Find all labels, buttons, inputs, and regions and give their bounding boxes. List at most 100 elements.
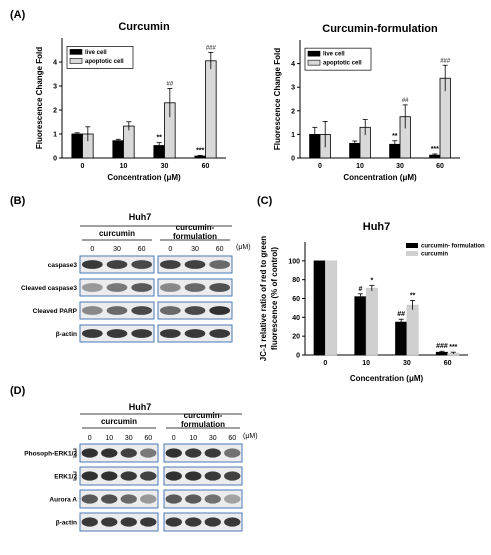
significance-mark: *** [449, 344, 457, 351]
blot-band [165, 471, 182, 481]
x-axis-label: Concentration (μM) [343, 173, 417, 182]
y-tick-label: 0 [291, 156, 295, 163]
concentration-label: 30 [113, 246, 121, 253]
concentration-label: 0 [168, 246, 172, 253]
x-tick-label: 30 [403, 360, 411, 367]
group-label: curcumin [99, 229, 135, 238]
blot-row-label: Cleaved caspase3 [21, 285, 77, 292]
x-axis-label: Concentration (μM) [350, 374, 424, 383]
concentration-label: 10 [189, 435, 197, 442]
blot-band [81, 494, 98, 504]
blot-band [101, 517, 118, 527]
bar [395, 321, 408, 356]
blot-band [101, 448, 118, 458]
chart-title: Curcumin-formulation [322, 23, 438, 35]
panel-a-label: (A) [10, 9, 26, 21]
legend-swatch [307, 59, 321, 66]
blot-band [209, 306, 231, 315]
bar [354, 296, 367, 356]
blot-band [159, 329, 181, 338]
blot-band [106, 329, 128, 338]
panel-b-label: (B) [10, 195, 26, 207]
blot-band [184, 283, 206, 292]
blot-band [204, 494, 221, 504]
legend-swatch [307, 50, 321, 57]
significance-mark: ** [392, 133, 398, 140]
bar [112, 140, 124, 159]
y-axis-label: fluorescence (% of control) [270, 247, 279, 350]
y-tick-label: 40 [292, 315, 300, 322]
bracket-marker [73, 471, 77, 481]
bar [123, 125, 135, 159]
blot-strip [79, 512, 159, 532]
panel-c-label: (C) [257, 195, 273, 207]
blot-row-label: caspase3 [48, 262, 78, 269]
concentration-label: 60 [138, 246, 146, 253]
blot-band [204, 448, 221, 458]
group-label: formulation [181, 420, 225, 429]
legend-swatch [69, 49, 83, 55]
chart-title: Huh7 [363, 221, 391, 233]
blot-band [165, 448, 182, 458]
blot-band [185, 471, 202, 481]
blot-band [165, 494, 182, 504]
blot-band [140, 471, 157, 481]
blot-row-label: β-actin [56, 520, 77, 527]
blot-band [81, 329, 103, 338]
bracket-marker [73, 448, 77, 458]
x-axis-label: Concentration (μM) [107, 173, 181, 182]
blot-band [224, 494, 241, 504]
x-tick-label: 0 [81, 163, 85, 170]
legend-label: live cell [85, 50, 107, 56]
x-tick-label: 30 [396, 163, 404, 170]
y-tick-label: 4 [291, 61, 295, 68]
western-blot-d: Huh7 curcumin 0 10 30 60 curcumin-formulation 0… [24, 402, 258, 532]
y-tick-label: 4 [53, 60, 57, 67]
significance-mark: ** [156, 135, 162, 142]
unit-label: (μM) [243, 433, 258, 440]
blot-band [131, 260, 153, 269]
blot-band [120, 448, 137, 458]
legend-label: curcumin- formulation [421, 244, 485, 250]
y-tick-label: 20 [292, 334, 300, 341]
concentration-label: 0 [90, 246, 94, 253]
x-tick-label: 60 [436, 163, 444, 170]
blot-band [165, 517, 182, 527]
blot-band [81, 306, 103, 315]
blot-band [140, 517, 157, 527]
concentration-label: 30 [125, 435, 133, 442]
blot-band [224, 471, 241, 481]
blot-band [120, 471, 137, 481]
bar [205, 60, 217, 159]
blot-band [81, 260, 103, 269]
x-tick-label: 0 [323, 360, 327, 367]
panel-d-label: (D) [10, 385, 26, 397]
blot-band [185, 494, 202, 504]
blot-band [131, 306, 153, 315]
concentration-label: 10 [105, 435, 113, 442]
concentration-label: 0 [172, 435, 176, 442]
cell-line-label: Huh7 [129, 212, 152, 222]
x-tick-label: 0 [318, 163, 322, 170]
blot-band [106, 306, 128, 315]
significance-mark: *** [196, 147, 204, 154]
blot-band [184, 260, 206, 269]
y-tick-label: 60 [292, 296, 300, 303]
blot-band [224, 517, 241, 527]
y-tick-label: 3 [53, 84, 57, 91]
legend-swatch [69, 58, 83, 64]
significance-mark: *** [431, 146, 439, 153]
significance-mark: ## [166, 81, 173, 87]
bar [406, 304, 419, 356]
blot-band [204, 471, 221, 481]
y-tick-label: 100 [288, 258, 300, 265]
blot-strip [163, 512, 243, 532]
blot-band [159, 283, 181, 292]
bar [325, 260, 338, 356]
concentration-label: 30 [191, 246, 199, 253]
y-tick-label: 1 [291, 132, 295, 139]
concentration-label: 60 [216, 246, 224, 253]
blot-band [131, 329, 153, 338]
